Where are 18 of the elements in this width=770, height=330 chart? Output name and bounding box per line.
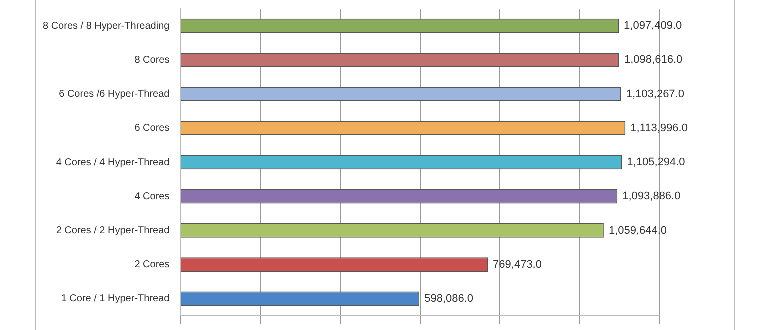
y-tick-label: 8 Cores	[134, 54, 170, 66]
data-label: 1,113,996.0	[630, 122, 688, 134]
y-tick-label: 1 Core / 1 Hyper-Thread	[61, 294, 170, 305]
data-label: 1,097,409.0	[624, 20, 682, 32]
data-label: 1,059,644.0	[608, 224, 668, 237]
data-label: 1,098,616.0	[624, 54, 683, 66]
y-tick-label: 2 Cores / 2 Hyper-Thread	[56, 225, 170, 236]
data-label: 769,473.0	[493, 258, 542, 271]
y-tick-label: 4 Cores / 4 Hyper-Thread	[56, 157, 170, 168]
y-tick-label: 6 Cores /6 Hyper-Thread	[59, 89, 170, 100]
data-label: 1,103,267.0	[626, 88, 684, 100]
data-label: 598,086.0	[424, 292, 474, 305]
y-tick-label: 2 Cores	[134, 260, 170, 271]
y-tick-label: 8 Cores / 8 Hyper-Threading	[42, 20, 170, 32]
y-tick-label: 6 Cores	[134, 123, 170, 134]
data-label: 1,093,886.0	[622, 190, 681, 203]
data-label: 1,105,294.0	[627, 156, 686, 169]
y-tick-label: 4 Cores	[134, 191, 170, 202]
